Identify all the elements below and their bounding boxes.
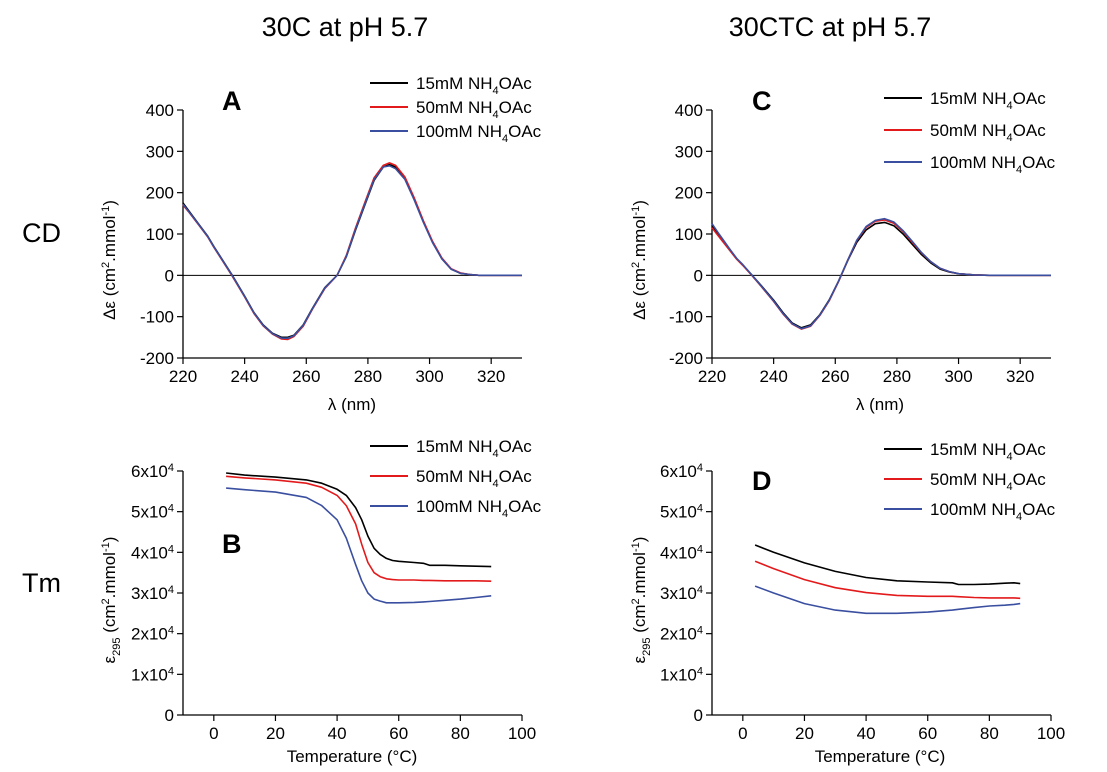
x-tick-label: 220: [698, 367, 726, 386]
x-tick-label: 320: [477, 367, 505, 386]
column-title-right: 30CTC at pH 5.7: [728, 12, 932, 42]
x-tick-label: 100: [508, 724, 536, 743]
series-line-100mm: [226, 487, 492, 604]
y-tick-label: 1x104: [660, 665, 703, 684]
x-tick-label: 240: [230, 367, 258, 386]
x-tick-label: 40: [857, 724, 876, 743]
column-title-left: 30C at pH 5.7: [261, 12, 429, 42]
x-tick-label: 100: [1037, 724, 1065, 743]
x-tick-label: 20: [795, 724, 814, 743]
y-tick-label: 6x104: [660, 462, 703, 481]
series-line-50mm: [182, 162, 522, 341]
legend-label: 15mM NH4OAc: [416, 74, 532, 97]
x-tick-label: 300: [944, 367, 972, 386]
legend-label: 100mM NH4OAc: [416, 122, 542, 145]
y-tick-label: -100: [140, 308, 174, 327]
chart-panel-d: 0 20 40 60 80 100 0 1x104 2x104 3x104 4x104 5x104 6x…: [630, 440, 1065, 766]
y-axis-title: ε295 (cm2.mmol-1): [100, 537, 123, 664]
series-line-15mm: [226, 472, 492, 568]
x-axis-title: λ (nm): [328, 395, 376, 414]
chart-panel-b: 0 20 40 60 80 100 0 1x104 2x104 3x104 4x104 5x104 6x…: [100, 437, 542, 766]
y-tick-label: -100: [669, 308, 703, 327]
y-tick-label: 3x104: [131, 584, 174, 603]
y-tick-label: -200: [669, 349, 703, 368]
y-tick-label: 200: [146, 184, 174, 203]
x-tick-label: 220: [169, 367, 197, 386]
y-tick-label: 300: [146, 142, 174, 161]
legend-label: 100mM NH4OAc: [930, 500, 1056, 523]
y-axis-title: ε295 (cm2.mmol-1): [630, 537, 653, 664]
legend-label: 50mM NH4OAc: [416, 98, 532, 121]
y-tick-label: 6x104: [131, 462, 174, 481]
legend-label: 50mM NH4OAc: [930, 470, 1046, 493]
y-tick-label: 5x104: [660, 503, 703, 522]
legend-label: 15mM NH4OAc: [930, 89, 1046, 112]
series-line-100mm: [182, 165, 522, 340]
y-axis-title: Δε (cm2.mmol-1): [630, 200, 649, 320]
legend: 15mM NH4OAc 50mM NH4OAc 100mM NH4OAc: [884, 440, 1056, 523]
x-tick-label: 80: [980, 724, 999, 743]
panel-letter-c: C: [752, 86, 772, 116]
y-tick-label: 400: [146, 101, 174, 120]
x-tick-label: 240: [759, 367, 787, 386]
y-tick-label: 100: [146, 225, 174, 244]
legend-label: 100mM NH4OAc: [930, 153, 1056, 176]
x-axis-title: λ (nm): [856, 395, 904, 414]
panel-letter-a: A: [222, 86, 242, 116]
y-tick-label: 1x104: [131, 665, 174, 684]
chart-panel-a: 220 240 260 280 300 320 -200 -100 0 100 200 300 400 λ…: [100, 74, 542, 414]
legend-label: 15mM NH4OAc: [930, 440, 1046, 463]
series-line-50mm: [754, 560, 1021, 600]
y-axis-title: Δε (cm2.mmol-1): [100, 200, 119, 320]
legend-label: 50mM NH4OAc: [930, 121, 1046, 144]
y-tick-label: 0: [165, 706, 174, 725]
y-tick-label: 0: [165, 266, 174, 285]
x-tick-label: 0: [738, 724, 747, 743]
y-tick-label: 200: [675, 184, 703, 203]
x-tick-label: 80: [451, 724, 470, 743]
x-axis-title: Temperature (°C): [815, 747, 946, 766]
series-line-15mm: [754, 544, 1021, 586]
panel-letter-b: B: [222, 529, 242, 559]
y-tick-label: 0: [694, 706, 703, 725]
x-axis-title: Temperature (°C): [287, 747, 418, 766]
series-line-50mm: [226, 475, 492, 582]
row-label-tm: Tm: [22, 568, 61, 598]
y-tick-label: -200: [140, 349, 174, 368]
x-tick-label: 60: [389, 724, 408, 743]
panel-letter-d: D: [752, 466, 772, 496]
legend: 15mM NH4OAc 50mM NH4OAc 100mM NH4OAc: [884, 89, 1056, 176]
legend-label: 50mM NH4OAc: [416, 467, 532, 490]
legend-label: 15mM NH4OAc: [416, 437, 532, 460]
series-line-100mm: [754, 585, 1021, 615]
x-tick-label: 60: [918, 724, 937, 743]
y-tick-label: 2x104: [131, 625, 174, 644]
x-tick-label: 260: [292, 367, 320, 386]
x-tick-label: 40: [328, 724, 347, 743]
x-tick-label: 20: [266, 724, 285, 743]
y-tick-label: 4x104: [660, 543, 703, 562]
y-tick-label: 3x104: [660, 584, 703, 603]
x-tick-label: 260: [821, 367, 849, 386]
legend-label: 100mM NH4OAc: [416, 497, 542, 520]
legend: 15mM NH4OAc 50mM NH4OAc 100mM NH4OAc: [370, 437, 542, 520]
y-tick-label: 0: [694, 266, 703, 285]
x-tick-label: 280: [883, 367, 911, 386]
y-tick-label: 400: [675, 101, 703, 120]
chart-panel-c: 220 240 260 280 300 320 -200 -100 0 100 200 300 400 λ…: [630, 86, 1056, 414]
series-line-15mm: [182, 163, 522, 339]
y-tick-label: 5x104: [131, 503, 174, 522]
x-tick-label: 280: [354, 367, 382, 386]
x-tick-label: 300: [415, 367, 443, 386]
series-line-100mm: [711, 217, 1051, 330]
y-tick-label: 2x104: [660, 625, 703, 644]
row-label-cd: CD: [22, 218, 61, 248]
y-tick-label: 4x104: [131, 543, 174, 562]
x-tick-label: 0: [209, 724, 218, 743]
y-tick-label: 300: [675, 142, 703, 161]
x-tick-label: 320: [1006, 367, 1034, 386]
y-tick-label: 100: [675, 225, 703, 244]
